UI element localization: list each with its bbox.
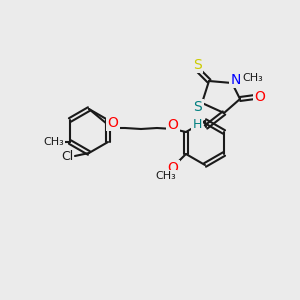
- Text: CH₃: CH₃: [243, 73, 263, 83]
- Text: CH₃: CH₃: [156, 171, 176, 181]
- Text: O: O: [255, 90, 266, 104]
- Text: O: O: [167, 161, 178, 175]
- Text: Cl: Cl: [61, 149, 73, 163]
- Text: H: H: [192, 118, 202, 130]
- Text: N: N: [231, 73, 241, 87]
- Text: CH₃: CH₃: [44, 137, 64, 147]
- Text: S: S: [194, 100, 202, 114]
- Text: O: O: [167, 118, 178, 132]
- Text: S: S: [193, 58, 201, 72]
- Text: O: O: [107, 116, 118, 130]
